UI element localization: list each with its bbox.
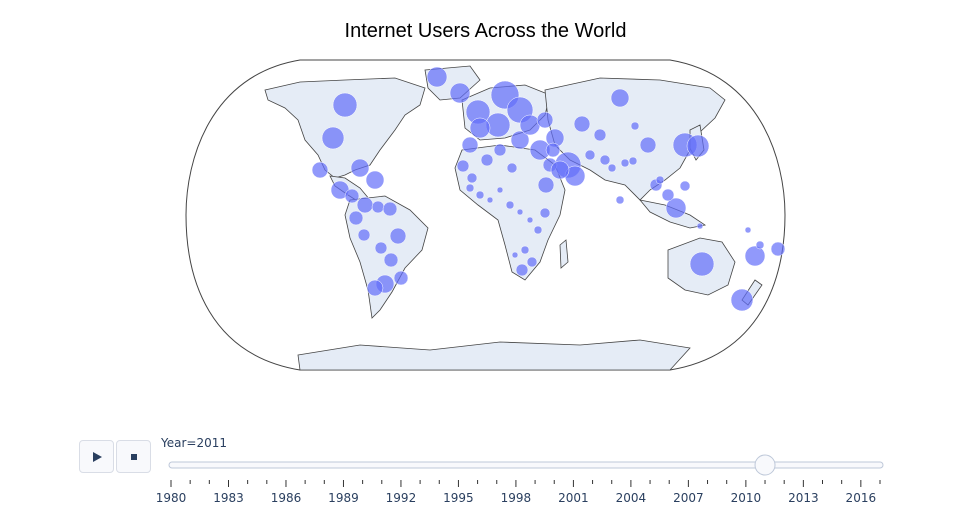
country-bubble[interactable]	[639, 136, 657, 154]
country-bubble[interactable]	[480, 153, 494, 167]
country-bubble[interactable]	[516, 208, 524, 216]
country-bubble[interactable]	[393, 270, 409, 286]
country-bubble[interactable]	[539, 207, 551, 219]
country-bubble[interactable]	[511, 251, 519, 259]
country-bubble[interactable]	[321, 126, 345, 150]
country-bubble[interactable]	[550, 160, 570, 180]
country-bubble[interactable]	[461, 136, 479, 154]
country-bubble[interactable]	[311, 161, 329, 179]
country-bubble[interactable]	[389, 227, 407, 245]
country-bubble[interactable]	[537, 176, 555, 194]
world-map	[185, 59, 786, 371]
country-bubble[interactable]	[365, 170, 385, 190]
country-bubble[interactable]	[344, 188, 360, 204]
country-bubble[interactable]	[465, 183, 475, 193]
country-bubble[interactable]	[493, 143, 507, 157]
country-bubble[interactable]	[536, 111, 554, 129]
country-bubble[interactable]	[730, 288, 754, 312]
slider-tick-label: 1986	[270, 491, 302, 505]
country-bubble[interactable]	[679, 180, 691, 192]
country-bubble[interactable]	[628, 156, 638, 166]
country-bubble[interactable]	[520, 245, 530, 255]
country-bubble[interactable]	[515, 263, 529, 277]
country-bubble[interactable]	[545, 142, 561, 158]
country-bubble[interactable]	[366, 279, 384, 297]
year-slider[interactable]	[0, 450, 971, 510]
country-bubble[interactable]	[510, 130, 530, 150]
country-bubble[interactable]	[770, 241, 786, 257]
slider-handle[interactable]	[754, 454, 776, 476]
country-bubble[interactable]	[526, 216, 534, 224]
slider-tick-label: 1980	[155, 491, 187, 505]
land-antarctica	[297, 339, 691, 371]
slider-tick-label: 1983	[213, 491, 244, 505]
country-bubble[interactable]	[348, 210, 364, 226]
country-bubble[interactable]	[696, 222, 704, 230]
country-bubble[interactable]	[449, 82, 471, 104]
slider-tick-label: 2016	[845, 491, 877, 505]
country-bubble[interactable]	[686, 134, 710, 158]
country-bubble[interactable]	[615, 195, 625, 205]
slider-tick-label: 1992	[385, 491, 417, 505]
country-bubble[interactable]	[744, 226, 752, 234]
play-button[interactable]	[79, 440, 114, 473]
country-bubble[interactable]	[350, 158, 370, 178]
country-bubble[interactable]	[466, 172, 478, 184]
country-bubble[interactable]	[584, 149, 596, 161]
country-bubble[interactable]	[620, 158, 630, 168]
country-bubble[interactable]	[599, 154, 611, 166]
country-bubble[interactable]	[689, 251, 715, 277]
land-madagascar	[559, 239, 569, 269]
country-bubble[interactable]	[526, 256, 538, 268]
stop-button[interactable]	[116, 440, 151, 473]
country-bubble[interactable]	[533, 225, 543, 235]
country-bubble[interactable]	[374, 241, 388, 255]
slider-tick-label: 2010	[730, 491, 762, 505]
country-bubble[interactable]	[469, 117, 491, 139]
country-bubble[interactable]	[593, 128, 607, 142]
country-bubble[interactable]	[505, 200, 515, 210]
slider-tick-label: 1995	[443, 491, 474, 505]
country-bubble[interactable]	[456, 159, 470, 173]
country-bubble[interactable]	[383, 252, 399, 268]
country-bubble[interactable]	[630, 121, 640, 131]
slider-current-value: Year=2011	[161, 436, 227, 450]
slider-tick-label: 1998	[500, 491, 532, 505]
slider-tick-label: 1989	[328, 491, 359, 505]
country-bubble[interactable]	[744, 245, 766, 267]
country-bubble[interactable]	[357, 228, 371, 242]
country-bubble[interactable]	[356, 196, 374, 214]
country-bubble[interactable]	[486, 196, 494, 204]
chart-title: Internet Users Across the World	[344, 20, 627, 42]
play-icon	[92, 451, 102, 462]
country-bubble[interactable]	[661, 188, 675, 202]
country-bubble[interactable]	[610, 88, 630, 108]
slider-tick-label: 2001	[558, 491, 589, 505]
country-bubble[interactable]	[506, 162, 518, 174]
country-bubble[interactable]	[332, 92, 358, 118]
country-bubble[interactable]	[382, 201, 398, 217]
slider-tick-label: 2007	[673, 491, 704, 505]
country-bubble[interactable]	[573, 115, 591, 133]
stop-icon	[130, 453, 137, 460]
country-bubble[interactable]	[475, 190, 485, 200]
country-bubble[interactable]	[496, 186, 504, 194]
country-bubble[interactable]	[655, 175, 665, 185]
country-bubble[interactable]	[607, 163, 617, 173]
country-bubble[interactable]	[426, 66, 448, 88]
slider-ticks	[170, 480, 881, 487]
country-bubble[interactable]	[755, 240, 765, 250]
slider-tick-label: 2013	[788, 491, 819, 505]
slider-tick-label: 2004	[615, 491, 647, 505]
country-bubbles	[311, 66, 786, 312]
country-bubble[interactable]	[371, 200, 385, 214]
country-bubble[interactable]	[665, 197, 687, 219]
slider-rail	[168, 461, 884, 469]
